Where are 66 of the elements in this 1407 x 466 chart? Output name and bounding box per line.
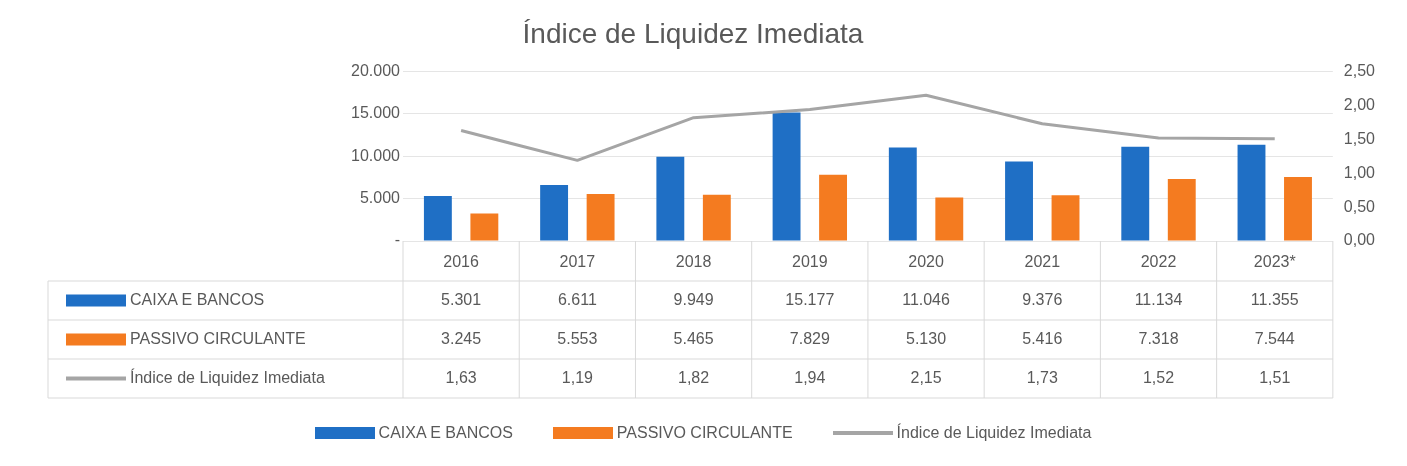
bar xyxy=(586,193,615,241)
y-tick-label: 5.000 xyxy=(359,189,401,207)
data-label: 1,52 xyxy=(1142,368,1175,386)
data-label: 1,63 xyxy=(445,368,477,386)
x-tick-label: 2021 xyxy=(1024,253,1061,271)
x-tick-label: 2020 xyxy=(908,253,944,271)
bar xyxy=(1237,144,1266,241)
data-label: 1,82 xyxy=(678,368,710,386)
bar xyxy=(1005,161,1033,241)
data-label: 11.355 xyxy=(1250,290,1299,308)
text: PASSIVO CIRCULANTE xyxy=(130,329,306,347)
y-tick-label: 15.000 xyxy=(351,104,401,122)
bar xyxy=(423,196,452,241)
bar xyxy=(819,174,848,241)
bar xyxy=(540,185,569,241)
bar xyxy=(772,112,801,241)
y-tick-label: 10.000 xyxy=(351,146,401,164)
data-label: 5.416 xyxy=(1022,329,1063,347)
data-label: 11.046 xyxy=(902,290,951,308)
bar xyxy=(470,213,499,241)
text: CAIXA E BANCOS xyxy=(378,424,513,441)
x-tick-label: 2023* xyxy=(1253,253,1296,271)
data-label: 5.553 xyxy=(557,329,598,347)
data-label: 2,15 xyxy=(910,368,942,386)
x-tick-label: 2022 xyxy=(1140,253,1177,271)
legend-label: CAIXA E BANCOS xyxy=(130,290,265,308)
bar xyxy=(1284,177,1312,241)
legend-label: Índice de Liquidez Imediata xyxy=(130,367,325,386)
x-tick-label: 2016 xyxy=(443,253,480,271)
bar xyxy=(888,147,917,241)
bar xyxy=(656,156,685,241)
data-label: 9.949 xyxy=(673,290,714,308)
data-label: 7.829 xyxy=(789,329,830,347)
y2-tick-label: 1,50 xyxy=(1343,129,1376,147)
data-label: 7.318 xyxy=(1138,329,1179,347)
y-tick-label: - xyxy=(394,231,400,249)
y2-tick-label: 1,00 xyxy=(1343,163,1376,181)
data-label: 11.134 xyxy=(1134,290,1183,308)
text: Índice de Liquidez Imediata xyxy=(896,424,1092,441)
x-tick-label: 2019 xyxy=(792,253,828,271)
data-label: 3.245 xyxy=(441,329,482,347)
data-label: 15.177 xyxy=(785,290,835,308)
bar xyxy=(702,194,731,241)
data-label: 1,73 xyxy=(1026,368,1058,386)
bar xyxy=(935,197,964,241)
bar xyxy=(1121,146,1150,241)
x-tick-label: 2017 xyxy=(559,253,596,271)
data-label: 1,19 xyxy=(561,368,594,386)
y2-tick-label: 2,50 xyxy=(1343,62,1376,80)
data-label: 5.301 xyxy=(441,290,482,308)
data-label: 1,94 xyxy=(794,368,826,386)
legend-label: PASSIVO CIRCULANTE xyxy=(616,424,793,442)
bar xyxy=(1167,179,1196,241)
bar xyxy=(1051,195,1080,241)
chart-title: Índice de Liquidez Imediata xyxy=(522,17,864,49)
y2-tick-label: 2,00 xyxy=(1343,95,1376,113)
data-label: 6.611 xyxy=(557,290,597,308)
data-label: 9.376 xyxy=(1022,290,1063,308)
data-label: 1,51 xyxy=(1259,368,1291,386)
x-tick-label: 2018 xyxy=(675,253,712,271)
y2-tick-label: 0,50 xyxy=(1343,197,1376,215)
data-label: 5.130 xyxy=(906,329,947,347)
y-tick-label: 20.000 xyxy=(351,62,401,80)
data-label: 5.465 xyxy=(673,329,714,347)
y2-tick-label: 0,00 xyxy=(1343,231,1376,249)
data-label: 7.544 xyxy=(1254,329,1295,347)
